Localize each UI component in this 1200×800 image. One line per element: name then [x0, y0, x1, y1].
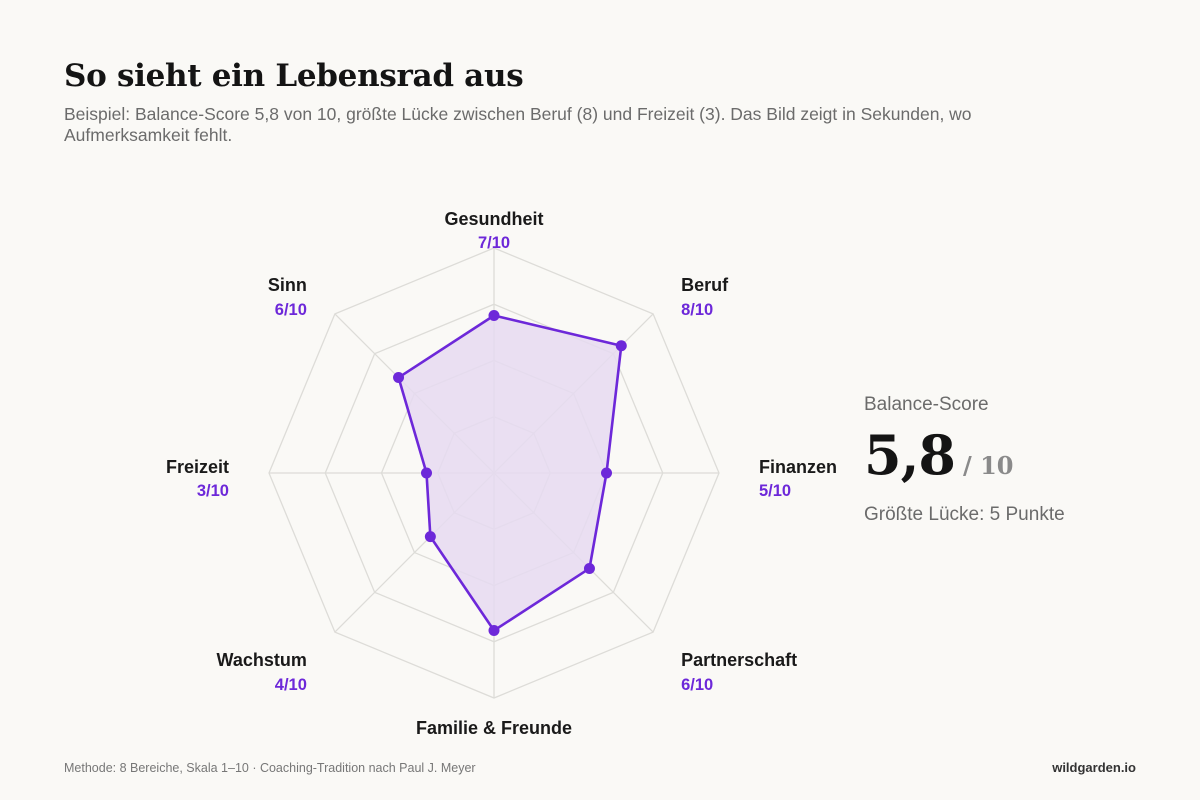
page-title: So sieht ein Lebensrad aus — [64, 58, 524, 94]
data-point-5 — [488, 625, 500, 636]
category-label: Wachstum — [217, 650, 307, 670]
balance-score-line: 5,8 / 10 — [864, 428, 1065, 482]
balance-score-caption: Balance-Score — [864, 394, 989, 415]
largest-gap-text: Größte Lücke: 5 Punkte — [864, 504, 1065, 525]
value-label: 5/10 — [759, 482, 791, 500]
category-label: Finanzen — [759, 457, 837, 477]
data-point-3 — [601, 467, 612, 479]
data-point-4 — [583, 562, 595, 574]
value-label: 6/10 — [275, 301, 307, 319]
data-point-2 — [615, 340, 627, 352]
value-label: 3/10 — [197, 482, 229, 500]
page-subtitle: Beispiel: Balance-Score 5,8 von 10, größ… — [64, 104, 972, 145]
balance-score-value: 5,8 — [864, 423, 956, 487]
category-label: Familie & Freunde — [416, 718, 572, 738]
value-label: 8/10 — [681, 301, 713, 319]
value-label: 4/10 — [275, 676, 307, 694]
category-label: Sinn — [268, 275, 307, 295]
balance-score-panel: Balance-Score 5,8 / 10 Größte Lücke: 5 P… — [864, 394, 1065, 526]
method-note: Methode: 8 Bereiche, Skala 1–10 · Coachi… — [64, 761, 476, 775]
value-label: 6/10 — [681, 676, 713, 694]
chart-labels: Gesundheit 7/10 Beruf 8/10 Finanzen 5/10 Partn… — [166, 209, 837, 738]
data-point-1 — [488, 310, 500, 321]
data-point-6 — [424, 531, 436, 543]
data-point-7 — [421, 467, 432, 479]
category-label: Beruf — [681, 275, 729, 295]
data-point-8 — [393, 372, 405, 384]
value-label: 7/10 — [478, 234, 510, 252]
category-label: Freizeit — [166, 457, 229, 477]
chart-series — [393, 310, 627, 636]
category-label: Partnerschaft — [681, 650, 797, 670]
brand-link[interactable]: wildgarden.io — [1052, 760, 1136, 775]
category-label: Gesundheit — [444, 209, 543, 229]
balance-score-max: / 10 — [962, 451, 1014, 480]
